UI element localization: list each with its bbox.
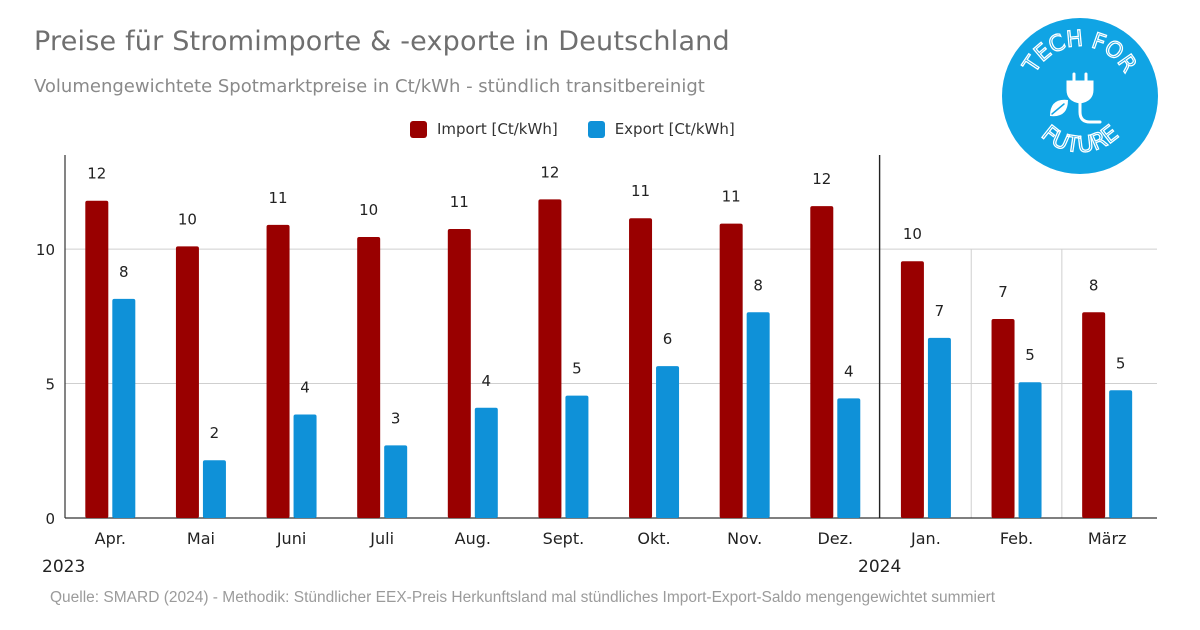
bar-import-0: [85, 200, 109, 518]
data-label-export-8: 4: [844, 362, 854, 380]
bar-export-5: [565, 395, 589, 518]
bar-import-7: [719, 223, 743, 519]
y-tick-label-0: 0: [45, 510, 55, 528]
bar-import-3: [357, 237, 381, 518]
x-tick-label-11: März: [1088, 529, 1127, 548]
bar-export-7: [746, 312, 770, 518]
bar-export-9: [927, 337, 951, 518]
data-label-import-10: 7: [998, 283, 1008, 301]
year-label-2024: 2024: [858, 557, 902, 577]
bar-import-8: [810, 206, 834, 519]
x-tick-label-0: Apr.: [95, 529, 126, 548]
data-label-import-0: 12: [87, 165, 106, 183]
bar-export-3: [384, 445, 408, 518]
bar-import-11: [1082, 312, 1106, 518]
data-label-import-3: 10: [359, 201, 378, 219]
x-tick-label-10: Feb.: [1000, 529, 1033, 548]
bar-export-8: [837, 398, 861, 518]
data-label-export-2: 4: [300, 378, 310, 396]
y-tick-label-10: 10: [36, 241, 55, 259]
legend-swatch-export: [587, 120, 605, 138]
data-label-export-1: 2: [210, 424, 220, 442]
bar-import-1: [175, 246, 199, 518]
x-tick-label-2: Juni: [276, 529, 306, 548]
source-note: Quelle: SMARD (2024) - Methodik: Stündli…: [50, 589, 996, 606]
chart-subtitle: Volumengewichtete Spotmarktpreise in Ct/…: [34, 76, 705, 97]
x-tick-label-8: Dez.: [817, 529, 853, 548]
tech-for-future-logo: TECH FOR FUTURE: [1002, 18, 1158, 174]
data-label-export-5: 5: [572, 360, 582, 378]
bar-import-6: [629, 218, 653, 518]
bar-import-10: [991, 319, 1015, 518]
legend-swatch-import: [410, 120, 427, 138]
data-label-export-6: 6: [663, 330, 673, 348]
data-label-import-4: 11: [450, 193, 469, 211]
bar-import-2: [266, 224, 290, 518]
data-label-import-5: 12: [540, 163, 559, 181]
data-label-export-11: 5: [1116, 354, 1126, 372]
data-label-export-10: 5: [1025, 346, 1035, 364]
data-label-import-2: 11: [269, 189, 288, 207]
x-tick-label-3: Juli: [369, 529, 394, 548]
data-label-export-7: 8: [753, 276, 763, 294]
bar-export-1: [202, 460, 226, 518]
x-tick-label-9: Jan.: [910, 529, 941, 548]
bar-export-10: [1018, 382, 1042, 518]
data-label-import-7: 11: [722, 188, 741, 206]
year-label-2023: 2023: [42, 557, 86, 577]
legend-item-import: Import [Ct/kWh]: [410, 120, 558, 138]
data-label-import-6: 11: [631, 182, 650, 200]
x-tick-label-6: Okt.: [637, 529, 670, 548]
bar-import-4: [447, 228, 471, 518]
x-tick-label-4: Aug.: [455, 529, 491, 548]
legend-label-import: Import [Ct/kWh]: [437, 120, 558, 138]
bar-export-6: [656, 366, 680, 518]
bar-export-11: [1109, 390, 1133, 518]
x-tick-label-1: Mai: [187, 529, 215, 548]
x-tick-label-7: Nov.: [727, 529, 762, 548]
x-tick-label-5: Sept.: [543, 529, 585, 548]
data-label-export-0: 8: [119, 263, 129, 281]
bar-export-0: [112, 298, 136, 518]
data-label-import-1: 10: [178, 210, 197, 228]
data-label-import-11: 8: [1089, 276, 1099, 294]
legend-label-export: Export [Ct/kWh]: [614, 120, 735, 138]
data-label-export-4: 4: [482, 372, 492, 390]
chart-title: Preise für Stromimporte & -exporte in De…: [34, 26, 730, 57]
bar-import-5: [538, 199, 562, 518]
legend: Import [Ct/kWh] Export [Ct/kWh]: [410, 120, 765, 138]
data-label-import-9: 10: [903, 225, 922, 243]
legend-item-export: Export [Ct/kWh]: [587, 120, 735, 138]
bar-export-4: [474, 407, 498, 518]
bar-import-9: [900, 261, 924, 518]
plug-leaf-icon: [1050, 72, 1102, 124]
data-label-export-9: 7: [935, 302, 945, 320]
data-label-import-8: 12: [812, 170, 831, 188]
y-tick-label-5: 5: [45, 376, 55, 394]
data-label-export-3: 3: [391, 409, 401, 427]
bar-export-2: [293, 414, 317, 518]
